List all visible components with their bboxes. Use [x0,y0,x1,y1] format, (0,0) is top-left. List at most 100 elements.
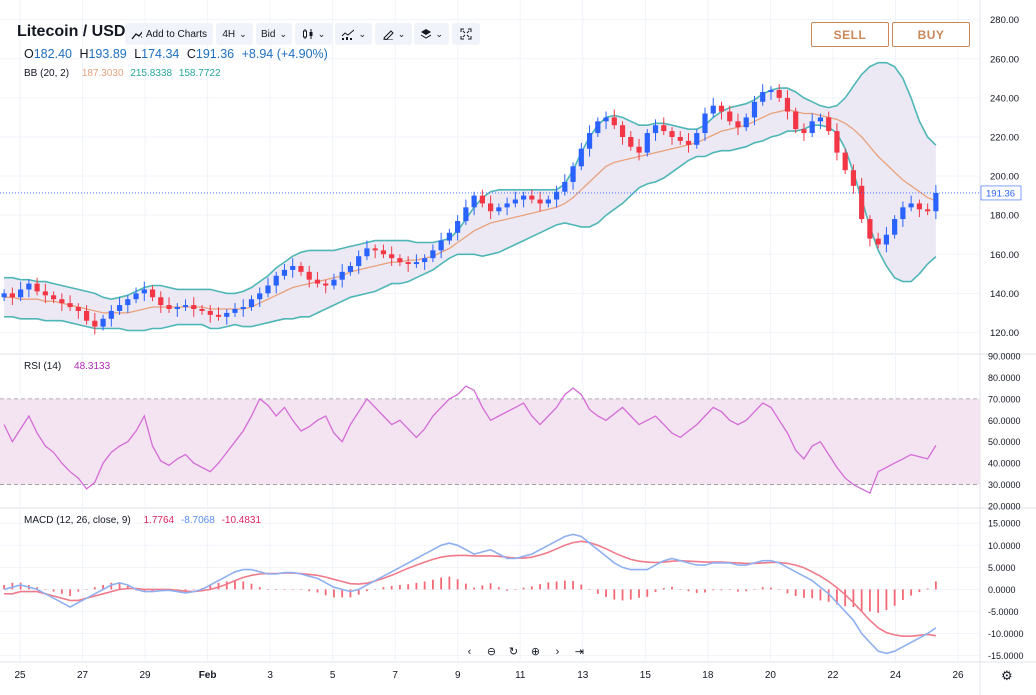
candle-body [67,303,73,308]
open-value: 182.40 [33,47,72,61]
symbol-title: Litecoin / USD [17,23,126,40]
chevron-down-icon: ⌄ [397,28,406,39]
macd-tick-label: -5.0000 [988,607,1019,617]
candle-body [430,250,436,259]
candle-body [306,271,312,280]
candle-body [323,283,329,286]
macd-histogram-bar [415,582,418,590]
drawing-tools-dropdown[interactable]: ⌄ [375,23,412,45]
candle-body [883,234,890,245]
candle-body [92,320,98,327]
candle-body [537,199,543,204]
macd-histogram-bar [399,585,401,590]
layers-dropdown[interactable]: ⌄ [414,23,449,45]
price-tick-label: 220.00 [990,132,1019,143]
macd-histogram-bar [44,589,47,590]
draw-icon [382,30,394,40]
macd-hist-value: -10.4831 [221,515,262,526]
macd-histogram-bar [151,589,154,592]
candle-body [661,125,667,132]
candle-body [116,305,123,311]
last-price-tag [980,185,1022,201]
gear-icon[interactable]: ⚙ [1001,668,1013,683]
bb-legend[interactable]: BB (20, 2) 187.3030 215.8338 158.7722 [24,68,221,79]
candle-body [298,265,304,272]
candle-body [916,203,922,210]
chevron-right-icon[interactable]: › [555,645,560,658]
macd-histogram-bar [448,576,451,590]
macd-histogram-bar [316,589,319,593]
x-tick-label: 29 [140,670,152,681]
candle-body [908,203,914,208]
interval-dropdown[interactable]: 4H ⌄ [216,23,253,45]
macd-histogram-bar [770,587,772,590]
candle-body [611,117,617,126]
candle-body [619,125,626,137]
macd-histogram-bar [918,589,921,593]
candle-body [892,219,898,235]
macd-histogram-bar [588,589,591,590]
candle-body [793,111,799,130]
high-label: H [79,47,89,61]
macd-histogram-bar [860,589,863,612]
macd-histogram-bar [110,582,113,590]
chart-type-dropdown[interactable]: ⌄ [295,23,332,45]
macd-histogram-bar [258,587,261,590]
candle-body [529,195,535,200]
macd-histogram-bar [291,588,294,590]
candle-body [364,248,370,257]
candle-body [760,92,766,102]
candle-body [875,238,881,245]
chevron-down-icon: ⌄ [279,28,287,39]
fullscreen-button[interactable] [452,23,480,45]
candle-body [166,305,172,309]
rsi-pane[interactable] [0,385,980,495]
candle-body [133,293,139,300]
candle-body [677,136,683,141]
candle-body [562,181,568,192]
macd-tick-label: 15.0000 [988,519,1021,529]
macd-histogram-bar [489,583,492,590]
candle-body [545,199,551,204]
candle-body [809,121,815,134]
price-pane[interactable] [0,61,980,335]
macd-histogram-bar [803,589,805,598]
rsi-tick-label: 80.0000 [988,373,1021,383]
macd-pane[interactable] [3,533,937,655]
candle-body [768,90,774,93]
macd-signal-line [4,540,937,638]
macd-histogram-bar [695,589,698,593]
rsi-legend[interactable]: RSI (14) 48.3133 [24,361,110,372]
sell-button[interactable]: SELL [811,22,889,47]
macd-histogram-bar [646,589,649,597]
buy-button[interactable]: BUY [892,22,970,47]
price-tick-label: 280.00 [990,15,1019,26]
x-tick-label: 22 [827,670,839,681]
candle-body [859,185,865,220]
price-tick-label: 160.00 [990,250,1019,261]
candle-body [685,140,692,145]
macd-histogram-bar [712,589,715,591]
zoom-in-icon[interactable]: ⊕ [530,646,541,658]
jump-end-icon[interactable]: ⇥ [574,646,585,658]
indicators-icon [341,29,355,40]
indicators-dropdown[interactable]: ⌄ [335,23,372,45]
macd-histogram-bar [613,589,616,600]
zoom-out-icon[interactable]: ⊖ [486,646,497,658]
macd-histogram-bar [877,589,880,613]
reset-icon[interactable]: ↻ [508,646,519,658]
macd-histogram-bar [720,589,723,591]
high-value: 193.89 [88,47,127,61]
candle-body [281,269,288,276]
candle-body [141,289,147,294]
price-source-dropdown[interactable]: Bid ⌄ [256,23,292,45]
macd-histogram-bar [77,589,80,592]
macd-histogram-bar [85,589,88,590]
macd-histogram-bar [901,589,904,600]
chevron-left-icon[interactable]: ‹ [467,645,472,658]
chevron-down-icon: ⌄ [239,28,247,39]
rsi-value: 48.3133 [74,361,111,372]
macd-legend[interactable]: MACD (12, 26, close, 9) 1.7764 -8.7068 -… [24,515,261,526]
add-to-charts-button[interactable]: Add to Charts [125,23,213,45]
